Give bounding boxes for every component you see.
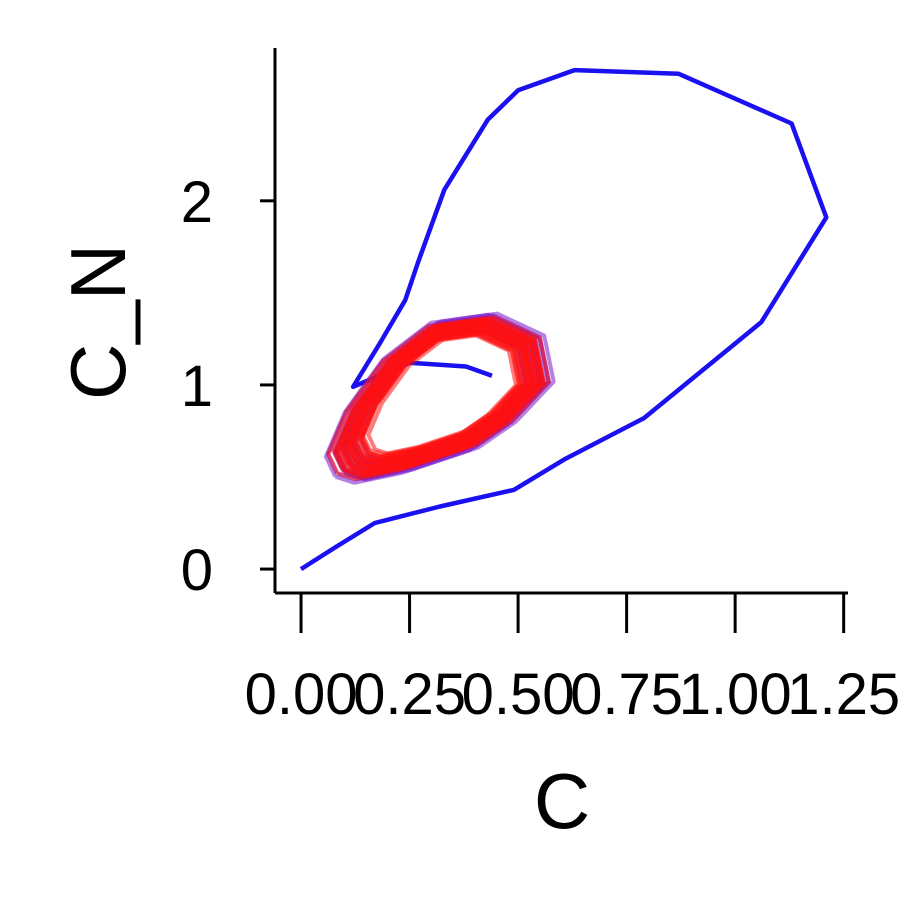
- y-tick-label: 1: [181, 354, 213, 419]
- trajectory-line: [299, 67, 829, 571]
- x-tick-label: 1.25: [787, 662, 900, 727]
- x-axis-title: C: [534, 757, 590, 845]
- x-tick-label: 1.00: [679, 662, 792, 727]
- x-tick-label: 0.75: [570, 662, 683, 727]
- y-tick-label: 0: [181, 538, 213, 603]
- x-tick-label: 0.50: [462, 662, 575, 727]
- x-axis-ticks: 0.000.250.500.751.001.25: [245, 593, 900, 727]
- plot-area: [299, 67, 829, 571]
- attractor-loop: [326, 316, 541, 481]
- y-axis-ticks: 0 1 2: [181, 170, 275, 603]
- y-axis-title: C_N: [54, 244, 142, 400]
- y-tick-label: 2: [181, 170, 213, 235]
- x-tick-label: 0.25: [353, 662, 466, 727]
- x-tick-label: 0.00: [245, 662, 358, 727]
